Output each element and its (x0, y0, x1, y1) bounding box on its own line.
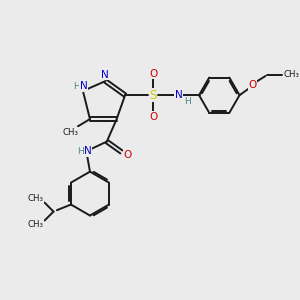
Text: O: O (149, 68, 157, 79)
Text: N: N (84, 146, 92, 156)
Text: CH₃: CH₃ (28, 194, 43, 203)
Text: O: O (124, 150, 132, 160)
Text: CH₃: CH₃ (283, 70, 299, 79)
Text: CH₃: CH₃ (62, 128, 78, 136)
Text: H: H (184, 97, 191, 106)
Text: N: N (175, 90, 182, 100)
Text: O: O (248, 80, 256, 90)
Text: H: H (78, 147, 84, 156)
Text: N: N (101, 70, 109, 80)
Text: H: H (74, 82, 80, 91)
Text: CH₃: CH₃ (28, 220, 43, 229)
Text: O: O (149, 112, 157, 122)
Text: N: N (80, 81, 87, 91)
Text: S: S (149, 89, 157, 102)
